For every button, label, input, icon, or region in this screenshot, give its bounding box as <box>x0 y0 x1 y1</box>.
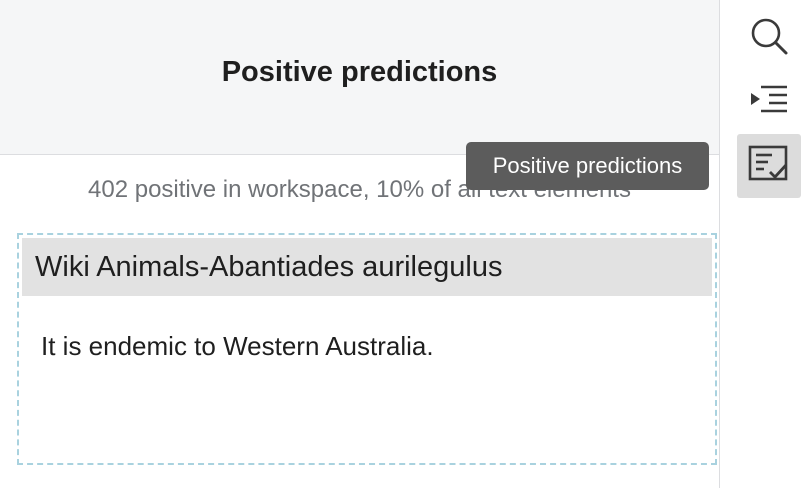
outline-button[interactable] <box>737 70 801 134</box>
positive-predictions-panel: Positive predictions 402 positive in wor… <box>0 0 719 465</box>
document-title: Wiki Animals-Abantiades aurilegulus <box>35 251 503 283</box>
tooltip: Positive predictions <box>466 142 709 190</box>
search-icon <box>749 16 789 61</box>
card-header: Wiki Animals-Abantiades aurilegulus <box>22 238 712 296</box>
positive-predictions-icon <box>748 145 790 188</box>
positive-predictions-button[interactable] <box>737 134 801 198</box>
right-sidebar-rail <box>719 0 806 488</box>
outline-indent-icon <box>749 82 789 123</box>
text-element: It is endemic to Western Australia. <box>41 331 434 361</box>
panel-header: Positive predictions <box>0 0 719 155</box>
panel-title: Positive predictions <box>221 56 498 88</box>
prediction-card[interactable]: Wiki Animals-Abantiades aurilegulus It i… <box>17 233 717 465</box>
search-button[interactable] <box>737 6 801 70</box>
